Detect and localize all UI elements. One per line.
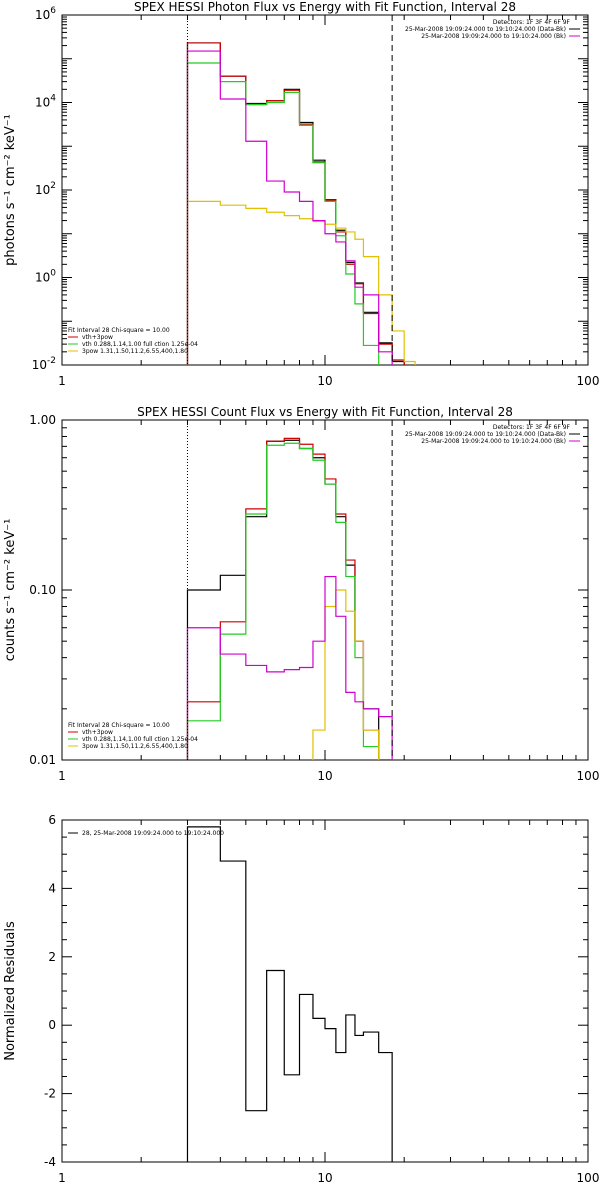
legend-right-entry: 25-Mar-2008 19:09:24.000 to 19:10:24.000… bbox=[405, 26, 566, 33]
series-line-5 bbox=[186, 575, 393, 760]
y-tick-label: 1.00 bbox=[29, 413, 56, 427]
x-tick-label: 100 bbox=[577, 374, 600, 388]
legend-fit-header: Fit Interval 28 Chi-square = 10.00 bbox=[68, 722, 170, 729]
y-tick-label: 6 bbox=[48, 813, 56, 827]
legend-fit-header: Fit Interval 28 Chi-square = 10.00 bbox=[68, 327, 170, 334]
legend-left-entry: vth+3pow bbox=[82, 729, 113, 736]
series-line-2 bbox=[186, 42, 405, 365]
legend-right-entry: 25-Mar-2008 19:09:24.000 to 19:10:24.000… bbox=[421, 33, 566, 40]
series-line-3 bbox=[186, 62, 380, 365]
chart-title: SPEX HESSI Photon Flux vs Energy with Fi… bbox=[134, 0, 516, 14]
y-tick-label: 2 bbox=[48, 950, 56, 964]
series-line-1 bbox=[186, 42, 405, 365]
legend-left-entry: 3pow 1.31,1.50,11.2,6.55,400,1.80 bbox=[82, 348, 188, 355]
legend-detectors: Detectors: 1F 3F 4F 6F 9F bbox=[493, 19, 571, 26]
y-axis-label: Normalized Residuals bbox=[3, 921, 18, 1061]
y-tick-label: -2 bbox=[44, 1087, 56, 1101]
chart-panel-1: SPEX HESSI Photon Flux vs Energy with Fi… bbox=[3, 0, 600, 388]
x-tick-label: 10 bbox=[317, 769, 332, 783]
legend-detectors: Detectors: 1F 3F 4F 6F 9F bbox=[493, 424, 571, 431]
y-tick-label: 100 bbox=[35, 269, 56, 285]
x-tick-label: 1 bbox=[58, 1171, 66, 1185]
y-axis-label: counts s⁻¹ cm⁻² keV⁻¹ bbox=[3, 519, 18, 662]
y-tick-label: 0.10 bbox=[29, 583, 56, 597]
legend-right-entry: 25-Mar-2008 19:09:24.000 to 19:10:24.000… bbox=[405, 431, 566, 438]
x-tick-label: 1 bbox=[58, 374, 66, 388]
plot-frame bbox=[61, 819, 589, 1163]
y-tick-label: 4 bbox=[48, 881, 56, 895]
y-tick-label: 106 bbox=[35, 6, 56, 22]
x-tick-label: 10 bbox=[317, 374, 332, 388]
series-line-4 bbox=[312, 589, 380, 760]
chart-panel-2: SPEX HESSI Count Flux vs Energy with Fit… bbox=[3, 405, 600, 783]
series-line-5 bbox=[186, 50, 393, 365]
series-line-1 bbox=[186, 439, 393, 760]
x-tick-label: 100 bbox=[577, 1171, 600, 1185]
y-tick-label: -4 bbox=[44, 1155, 56, 1169]
series-line-1 bbox=[186, 826, 393, 1162]
y-tick-label: 102 bbox=[35, 181, 56, 197]
series-line-3 bbox=[186, 442, 380, 760]
y-axis-label: photons s⁻¹ cm⁻² keV⁻¹ bbox=[3, 114, 18, 266]
legend-left-entry: vth+3pow bbox=[82, 334, 113, 341]
x-tick-label: 1 bbox=[58, 769, 66, 783]
y-tick-label: 104 bbox=[35, 94, 56, 110]
chart-panel-3: Normalized Residuals 1 10 100 -4 -2 0 2 4 6 28, 25… bbox=[3, 813, 599, 1185]
chart-title: SPEX HESSI Count Flux vs Energy with Fit… bbox=[137, 405, 513, 419]
y-tick-label: 10-2 bbox=[32, 356, 56, 372]
y-tick-label: 0.01 bbox=[29, 753, 56, 767]
series-line-2 bbox=[186, 437, 393, 760]
series-line-4 bbox=[186, 200, 416, 365]
legend-left-entry: vth 0.288,1.14,1.00 full ction 1.25e-04 bbox=[82, 736, 198, 743]
legend-left-entry: 3pow 1.31,1.50,11.2,6.55,400,1.80 bbox=[82, 743, 188, 750]
legend-left-entry: vth 0.288,1.14,1.00 full ction 1.25e-04 bbox=[82, 341, 198, 348]
x-tick-label: 10 bbox=[317, 1171, 332, 1185]
x-tick-label: 100 bbox=[577, 769, 600, 783]
legend-left-entry: 28, 25-Mar-2008 19:09:24.000 to 19:10:24… bbox=[82, 830, 224, 837]
legend-right-entry: 25-Mar-2008 19:09:24.000 to 19:10:24.000… bbox=[421, 438, 566, 445]
y-tick-label: 0 bbox=[48, 1018, 56, 1032]
